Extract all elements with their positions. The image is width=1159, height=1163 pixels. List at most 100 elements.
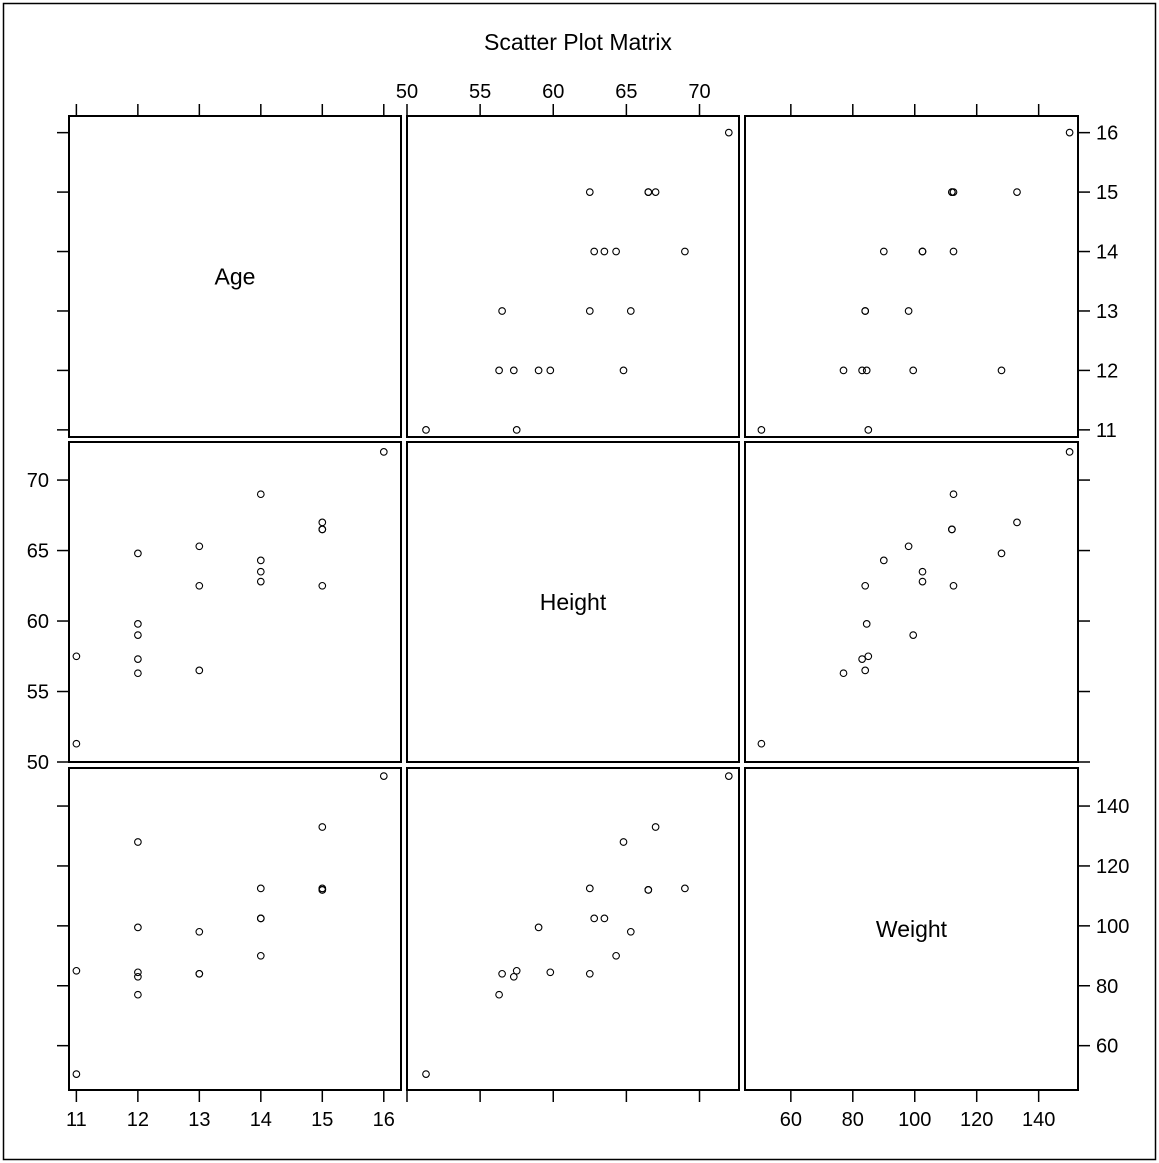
data-point-height-vs-age-8	[195, 581, 204, 590]
data-point-height-vs-age-9	[134, 631, 142, 639]
data-point-age-vs-weight-17	[864, 426, 873, 434]
panel-weight-label: Weight	[744, 767, 1079, 1091]
data-point-height-vs-weight-10	[757, 739, 766, 748]
data-point-weight-vs-age-2	[195, 927, 204, 936]
left-tick-label-height-70: 70	[27, 470, 49, 492]
data-point-age-vs-height-3	[590, 247, 599, 256]
bottom-tick-label-weight-120: 120	[960, 1109, 993, 1131]
panel-age-label: Age	[68, 115, 402, 438]
panel-frame	[68, 767, 402, 1091]
data-point-weight-vs-age-15	[134, 838, 142, 846]
data-point-height-vs-weight-7	[949, 581, 958, 590]
right-tick-label-weight-120: 120	[1096, 856, 1129, 878]
panel-frame	[406, 441, 740, 763]
bottom-tick-label-weight-100: 100	[898, 1109, 931, 1131]
left-tick-label-height-60: 60	[27, 611, 49, 633]
data-point-age-vs-weight-15	[997, 366, 1006, 375]
data-point-height-vs-age-15	[134, 549, 142, 558]
data-point-age-vs-height-14	[724, 128, 733, 137]
data-point-weight-vs-age-17	[72, 966, 81, 975]
data-point-weight-vs-height-0	[681, 884, 689, 893]
data-point-weight-vs-height-15	[619, 838, 628, 846]
top-tick-label-height-70: 70	[688, 81, 710, 103]
data-point-age-vs-height-4	[600, 247, 609, 256]
variable-label-age: Age	[215, 264, 256, 290]
data-point-weight-vs-height-5	[509, 972, 518, 981]
data-point-weight-vs-age-8	[195, 969, 204, 978]
data-point-age-vs-height-15	[619, 366, 628, 375]
bottom-tick-label-age-15: 15	[311, 1109, 333, 1131]
data-point-age-vs-weight-4	[918, 247, 927, 256]
panel-weight-vs-height	[406, 767, 740, 1091]
right-tick-label-age-15: 15	[1096, 182, 1118, 204]
data-point-age-vs-height-18	[644, 188, 653, 196]
data-point-height-vs-weight-9	[909, 631, 918, 639]
data-point-height-vs-age-2	[195, 542, 204, 551]
chart-title: Scatter Plot Matrix	[484, 29, 672, 55]
bottom-tick-label-age-14: 14	[250, 1109, 272, 1131]
panel-height-vs-weight	[744, 441, 1079, 763]
data-point-age-vs-weight-8	[861, 307, 870, 315]
data-point-weight-vs-height-3	[590, 914, 599, 923]
panel-weight-vs-age	[68, 767, 402, 1091]
data-point-age-vs-weight-18	[948, 188, 956, 196]
data-point-weight-vs-age-16	[318, 823, 327, 831]
bottom-tick-label-age-13: 13	[188, 1109, 210, 1131]
data-point-age-vs-weight-10	[757, 426, 766, 434]
bottom-tick-label-weight-140: 140	[1022, 1109, 1055, 1131]
right-tick-label-age-13: 13	[1096, 301, 1118, 323]
panel-frame	[744, 115, 1079, 438]
data-point-height-vs-weight-17	[864, 652, 873, 661]
data-point-weight-vs-height-2	[626, 927, 635, 936]
data-point-height-vs-age-1	[195, 666, 204, 675]
data-point-weight-vs-height-11	[612, 951, 620, 960]
data-point-height-vs-age-7	[318, 581, 327, 590]
data-point-height-vs-weight-15	[997, 549, 1006, 558]
data-point-weight-vs-height-4	[600, 914, 609, 923]
data-point-height-vs-weight-2	[904, 542, 913, 551]
data-point-age-vs-height-7	[585, 188, 594, 196]
data-point-weight-vs-height-14	[724, 772, 733, 780]
panel-frame	[744, 767, 1079, 1091]
left-tick-label-height-65: 65	[27, 541, 49, 563]
top-tick-label-height-60: 60	[542, 81, 564, 103]
data-point-age-vs-weight-6	[862, 366, 871, 375]
data-point-height-vs-weight-16	[1013, 518, 1021, 527]
data-point-age-vs-weight-2	[904, 307, 913, 315]
panel-age-vs-weight	[744, 115, 1079, 438]
matrix-panels: Age Height Weight	[68, 115, 1079, 1091]
data-point-weight-vs-height-8	[585, 969, 594, 978]
data-point-height-vs-age-6	[134, 620, 142, 628]
data-point-age-vs-weight-12	[839, 366, 848, 375]
data-point-height-vs-age-5	[134, 655, 142, 663]
data-point-age-vs-height-11	[612, 247, 620, 256]
variable-label-height: Height	[540, 589, 607, 615]
data-point-height-vs-age-4	[256, 567, 265, 576]
data-point-height-vs-weight-12	[839, 669, 848, 678]
panel-frame	[68, 115, 402, 438]
data-point-weight-vs-height-17	[512, 966, 521, 975]
data-point-age-vs-weight-16	[1013, 188, 1021, 196]
data-point-height-vs-weight-5	[858, 655, 866, 663]
matrix-axes: 11 12 13 14 15 16 11 12 13 14 15 16 50 55 60 65 70 50 55 60…	[27, 81, 1130, 1131]
data-point-age-vs-height-8	[585, 307, 594, 315]
data-point-height-vs-age-10	[72, 739, 81, 748]
data-point-age-vs-height-9	[534, 366, 543, 375]
variable-label-weight: Weight	[876, 916, 948, 942]
data-point-age-vs-height-17	[512, 426, 521, 434]
top-tick-label-height-50: 50	[396, 81, 418, 103]
data-point-weight-vs-height-9	[534, 923, 543, 932]
data-point-height-vs-weight-1	[861, 666, 870, 675]
data-point-weight-vs-height-10	[422, 1070, 430, 1078]
data-point-weight-vs-age-14	[379, 772, 388, 780]
data-point-age-vs-weight-0	[949, 247, 958, 256]
data-point-height-vs-age-18	[318, 525, 327, 534]
data-point-height-vs-weight-6	[862, 620, 871, 628]
data-point-age-vs-weight-5	[858, 366, 866, 375]
data-point-weight-vs-height-6	[546, 968, 555, 977]
data-point-weight-vs-height-18	[644, 886, 653, 894]
data-point-weight-vs-age-6	[134, 968, 142, 977]
data-point-weight-vs-age-11	[256, 951, 265, 960]
